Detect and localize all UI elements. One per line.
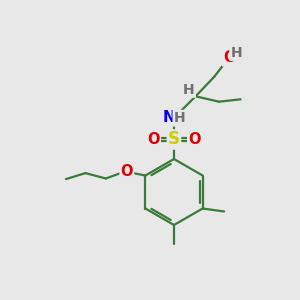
Text: O: O bbox=[223, 50, 236, 65]
Text: H: H bbox=[174, 111, 185, 125]
Text: O: O bbox=[147, 132, 160, 147]
Text: O: O bbox=[188, 132, 201, 147]
Text: O: O bbox=[121, 164, 133, 179]
Text: H: H bbox=[183, 83, 195, 97]
Text: N: N bbox=[162, 110, 175, 125]
Text: H: H bbox=[230, 46, 242, 60]
Text: S: S bbox=[168, 130, 180, 148]
